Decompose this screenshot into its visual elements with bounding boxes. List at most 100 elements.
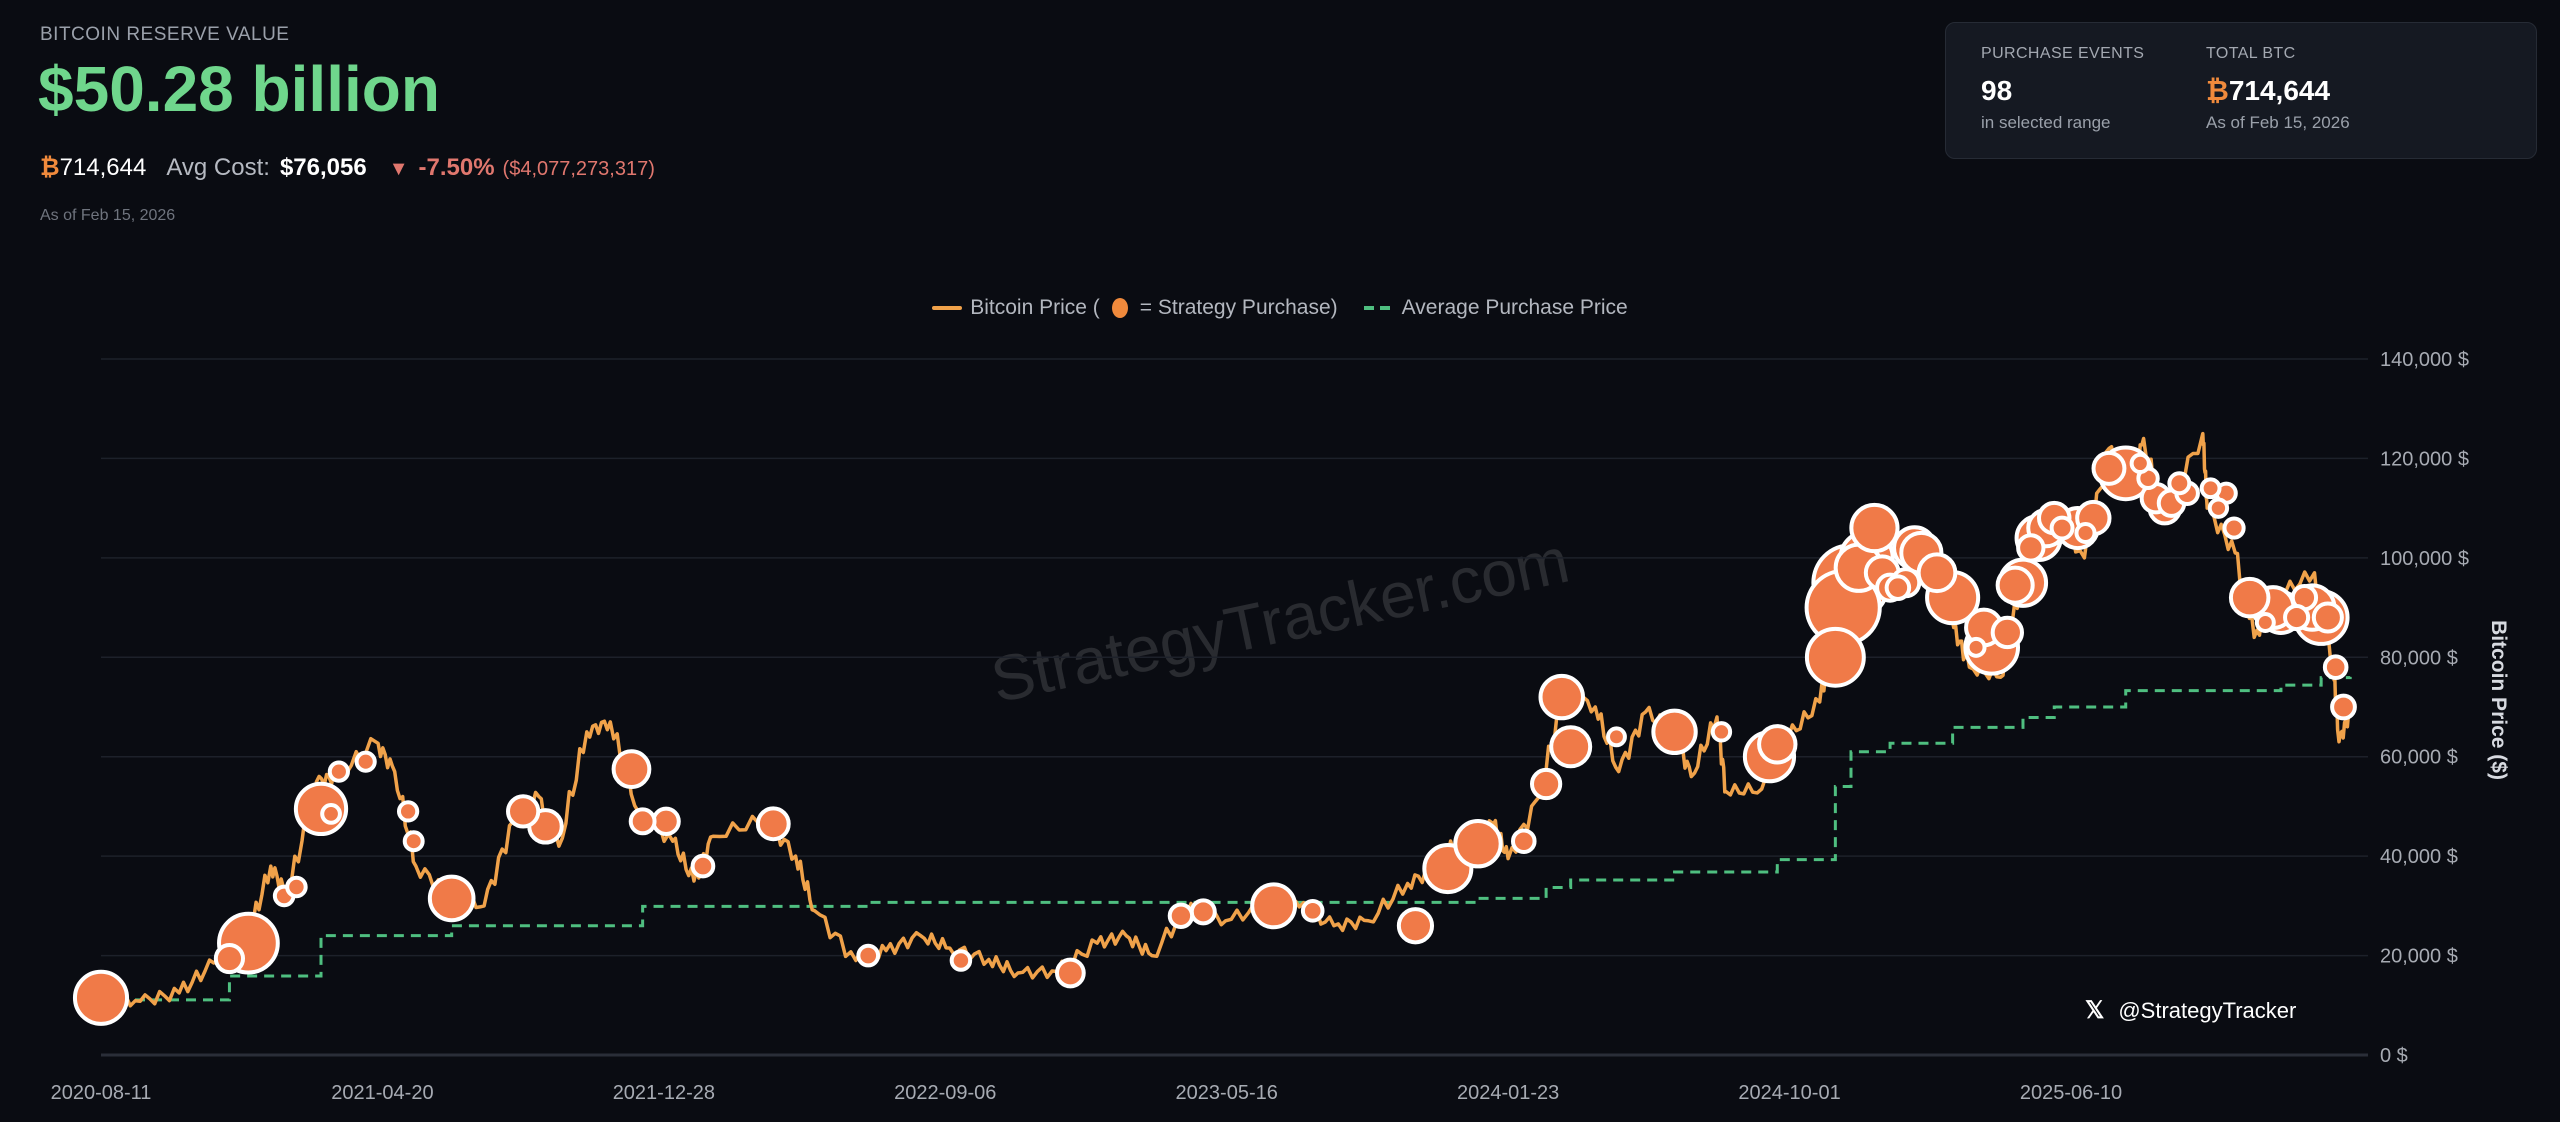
x-tick-label: 2022-09-06 xyxy=(894,1082,996,1104)
purchase-marker xyxy=(506,794,541,829)
social-handle[interactable]: 𝕏 @StrategyTracker xyxy=(2085,996,2296,1025)
purchase-marker xyxy=(285,875,308,899)
purchase-marker xyxy=(755,806,791,842)
social-handle-text: @StrategyTracker xyxy=(2118,997,2297,1023)
triangle-down-icon: ▼ xyxy=(388,158,409,180)
purchase-marker xyxy=(402,830,425,853)
avg-cost-label: Avg Cost: xyxy=(166,154,270,181)
purchase-marker xyxy=(1916,552,1958,594)
y-tick-label: 0 $ xyxy=(2380,1045,2408,1067)
purchase-marker xyxy=(2074,521,2097,545)
legend-purchase-label: = Strategy Purchase) xyxy=(1139,296,1338,319)
x-tick-label: 2021-12-28 xyxy=(613,1082,715,1104)
btc-amount: 714,644 xyxy=(59,154,147,181)
purchase-marker xyxy=(1995,565,2035,605)
purchase-marker xyxy=(1606,726,1627,748)
legend-price-swatch xyxy=(932,306,963,310)
purchase-marker xyxy=(2207,497,2230,519)
purchase-marker xyxy=(2167,471,2192,496)
purchase-marker xyxy=(2322,654,2349,681)
y-tick-label: 80,000 $ xyxy=(2380,647,2458,669)
legend-average-label: Average Purchase Price xyxy=(1401,296,1628,319)
change-percent: -7.50% xyxy=(418,154,495,181)
purchase-marker xyxy=(1453,818,1503,869)
legend-price-label: Bitcoin Price ( xyxy=(970,296,1100,319)
chart-legend: Bitcoin Price ( = Strategy Purchase) Ave… xyxy=(0,296,2560,320)
stats-card: PURCHASE EVENTS 98 in selected range TOT… xyxy=(1945,22,2537,159)
average-purchase-price-line xyxy=(101,676,2352,1002)
purchase-marker xyxy=(72,969,130,1026)
purchase-marker xyxy=(690,853,716,879)
purchase-events-value: 98 xyxy=(1981,75,2013,106)
purchase-marker xyxy=(1300,899,1325,923)
purchase-marker xyxy=(628,807,657,836)
x-tick-label: 2023-05-16 xyxy=(1176,1082,1278,1104)
x-tick-label: 2024-01-23 xyxy=(1457,1082,1559,1104)
purchase-marker xyxy=(1396,907,1435,945)
purchase-marker xyxy=(1710,721,1733,743)
bitcoin-price-line xyxy=(100,431,2352,1008)
y-axis-title: Bitcoin Price ($) xyxy=(2487,620,2510,780)
purchase-marker xyxy=(1167,902,1195,930)
purchase-marker xyxy=(1250,882,1298,930)
purchase-marker xyxy=(856,943,881,968)
total-btc-value: 714,644 xyxy=(2228,75,2331,106)
y-tick-label: 100,000 $ xyxy=(2380,548,2469,570)
y-tick-label: 60,000 $ xyxy=(2380,747,2458,769)
purchase-marker xyxy=(1189,898,1217,926)
x-logo-icon: 𝕏 xyxy=(2085,997,2105,1024)
y-tick-label: 140,000 $ xyxy=(2380,349,2469,371)
purchase-marker xyxy=(1990,615,2024,650)
purchase-marker xyxy=(2016,533,2046,563)
purchase-marker xyxy=(1965,636,1987,658)
purchase-marker xyxy=(2311,601,2344,634)
purchase-marker xyxy=(320,803,342,825)
btc-symbol-icon: ₿ xyxy=(2206,75,2229,106)
purchase-marker xyxy=(949,949,973,972)
x-tick-label: 2020-08-11 xyxy=(51,1082,152,1104)
purchase-marker xyxy=(2330,693,2357,721)
purchase-marker xyxy=(2091,450,2127,486)
as-of-date: As of Feb 15, 2026 xyxy=(40,207,176,224)
purchase-marker xyxy=(1529,767,1563,801)
reserve-value-label: BITCOIN RESERVE VALUE xyxy=(40,24,290,45)
purchase-marker xyxy=(1651,708,1698,756)
purchase-marker xyxy=(1849,502,1900,554)
x-tick-label: 2025-06-10 xyxy=(2020,1082,2122,1104)
purchase-events-label: PURCHASE EVENTS xyxy=(1981,45,2145,62)
purchase-marker xyxy=(327,760,350,783)
purchase-marker xyxy=(2228,576,2271,619)
reserve-value: $50.28 billion xyxy=(38,53,440,125)
summary-row: ₿ 714,644 Avg Cost: $76,056 ▼ -7.50% ($4… xyxy=(40,154,655,182)
x-tick-label: 2021-04-20 xyxy=(331,1082,433,1104)
change-usd: ($4,077,273,317) xyxy=(502,158,655,180)
purchase-marker xyxy=(1538,673,1585,721)
purchase-marker xyxy=(396,800,420,823)
purchase-marker xyxy=(2129,452,2151,475)
legend-purchase-dot-icon xyxy=(1111,298,1128,318)
purchase-marker xyxy=(2049,515,2075,541)
purchase-marker xyxy=(651,806,681,837)
purchase-marker xyxy=(611,749,652,790)
purchase-marker xyxy=(1884,574,1912,601)
purchase-marker xyxy=(1055,957,1086,989)
purchase-marker xyxy=(213,942,246,975)
total-btc-sub: As of Feb 15, 2026 xyxy=(2206,113,2350,132)
purchase-marker xyxy=(1757,724,1798,765)
purchase-marker xyxy=(2199,477,2222,500)
purchase-marker xyxy=(1804,626,1866,688)
purchase-marker xyxy=(2222,516,2246,540)
purchase-marker xyxy=(1549,725,1593,769)
btc-symbol-icon: ₿ xyxy=(40,154,60,181)
purchase-events-sub: in selected range xyxy=(1981,113,2111,132)
y-tick-label: 120,000 $ xyxy=(2380,448,2469,470)
x-tick-label: 2024-10-01 xyxy=(1738,1082,1840,1104)
avg-cost-value: $76,056 xyxy=(279,154,367,181)
y-tick-label: 40,000 $ xyxy=(2380,846,2458,868)
y-tick-label: 20,000 $ xyxy=(2380,946,2458,968)
purchase-marker xyxy=(1510,828,1537,855)
legend-average-swatch xyxy=(1363,306,1394,310)
purchase-marker xyxy=(354,750,377,773)
purchase-marker xyxy=(2254,612,2276,633)
